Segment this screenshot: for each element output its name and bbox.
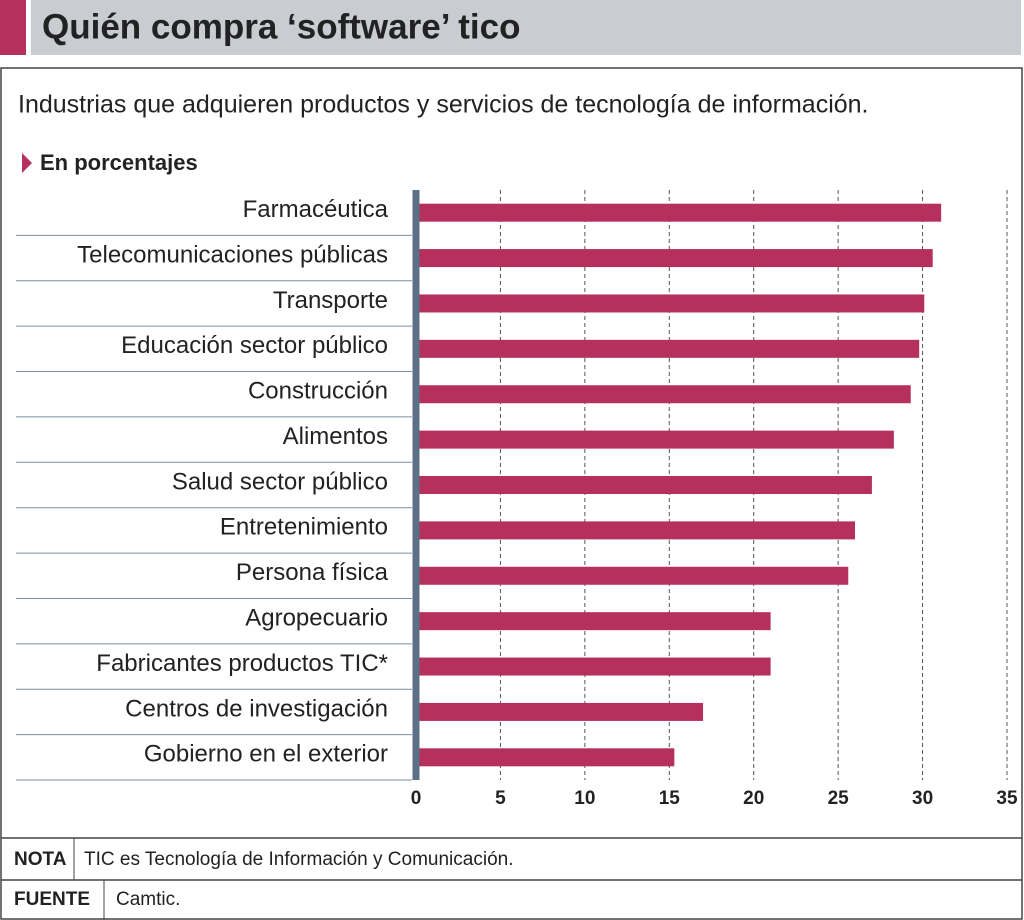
y-tick-label: Construcción bbox=[248, 378, 388, 405]
note-label: NOTA bbox=[14, 849, 67, 870]
y-tick-label: Centros de investigación bbox=[125, 695, 388, 722]
y-tick-label: Educación sector público bbox=[121, 332, 388, 359]
title-accent bbox=[0, 0, 26, 55]
unit-marker bbox=[22, 153, 32, 173]
y-tick-label: Fabricantes productos TIC* bbox=[96, 650, 388, 677]
y-tick-label: Gobierno en el exterior bbox=[144, 741, 388, 768]
x-tick-label: 10 bbox=[574, 788, 595, 809]
x-tick-label: 30 bbox=[912, 788, 933, 809]
y-tick-label: Alimentos bbox=[283, 423, 388, 450]
chart-title: Quién compra ‘software’ tico bbox=[42, 7, 520, 46]
y-tick-label: Salud sector público bbox=[172, 468, 388, 495]
bar bbox=[416, 657, 771, 676]
note-text: TIC es Tecnología de Información y Comun… bbox=[84, 849, 513, 870]
y-tick-label: Farmacéutica bbox=[243, 196, 389, 223]
bar bbox=[416, 612, 771, 631]
y-tick-label: Persona física bbox=[236, 559, 389, 586]
subtitle: Industrias que adquieren productos y ser… bbox=[18, 91, 869, 119]
bar bbox=[416, 249, 933, 268]
x-tick-label: 35 bbox=[996, 788, 1018, 809]
bar bbox=[416, 203, 942, 222]
x-tick-label: 25 bbox=[828, 788, 850, 809]
y-tick-label: Telecomunicaciones públicas bbox=[77, 241, 388, 268]
source-label: FUENTE bbox=[14, 889, 90, 910]
y-tick-label: Transporte bbox=[273, 287, 388, 314]
x-tick-label: 15 bbox=[659, 788, 681, 809]
bar bbox=[416, 748, 675, 767]
bar bbox=[416, 521, 856, 540]
bar bbox=[416, 430, 894, 449]
bar bbox=[416, 339, 920, 358]
bar bbox=[416, 294, 925, 313]
x-tick-label: 20 bbox=[743, 788, 764, 809]
x-tick-label: 0 bbox=[411, 788, 422, 809]
title-bar bbox=[31, 0, 1021, 55]
unit-label: En porcentajes bbox=[40, 150, 198, 175]
y-tick-label: Agropecuario bbox=[245, 604, 388, 631]
y-tick-label: Entretenimiento bbox=[220, 514, 388, 541]
x-tick-label: 5 bbox=[495, 788, 506, 809]
bar bbox=[416, 385, 911, 404]
frame bbox=[0, 67, 1023, 920]
bar bbox=[416, 476, 872, 494]
bar bbox=[416, 566, 849, 585]
bar bbox=[416, 702, 704, 721]
source-text: Camtic. bbox=[116, 889, 180, 910]
